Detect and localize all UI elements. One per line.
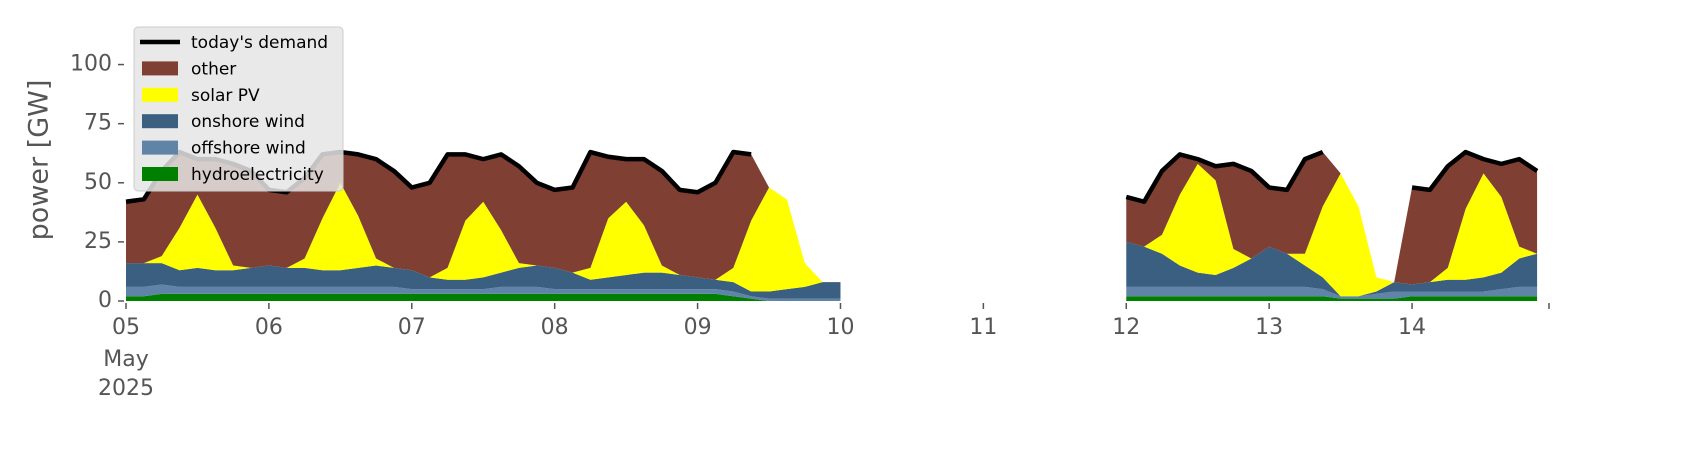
x-tick-label: 05	[112, 315, 140, 340]
legend-swatch	[142, 140, 178, 155]
area	[1126, 163, 1538, 297]
x-tick-label: 13	[1255, 315, 1283, 340]
legend-label: onshore wind	[191, 112, 305, 132]
x-tick-label: 09	[684, 315, 712, 340]
legend-label: today's demand	[191, 33, 328, 53]
area	[126, 263, 841, 299]
legend: today's demand other solar PV onshore wind o…	[133, 26, 344, 192]
area	[126, 293, 841, 301]
legend-label: solar PV	[191, 86, 260, 106]
area	[1126, 241, 1538, 297]
x-tick-label: 06	[255, 315, 283, 340]
x-tick-label: 14	[1398, 315, 1426, 340]
area	[126, 182, 841, 292]
legend-label: other	[191, 59, 236, 79]
demand-line	[1125, 149, 1324, 204]
x-tick-label: 07	[398, 315, 426, 340]
demand-line	[1411, 149, 1539, 193]
legend-swatch	[142, 61, 178, 76]
area	[1126, 296, 1538, 301]
x-tick-label: 11	[969, 315, 997, 340]
x-tick-label: 08	[541, 315, 569, 340]
y-tick-label: 75	[84, 111, 112, 136]
y-tick-label: 25	[84, 229, 112, 254]
y-axis-label: power [GW]	[24, 80, 55, 241]
area	[1126, 286, 1538, 299]
legend-label: hydroelectricity	[191, 165, 324, 185]
legend-swatch	[142, 114, 178, 129]
legend-box	[133, 26, 344, 192]
x-tick-year: 2025	[98, 376, 154, 401]
axes: 0 25 50 75 100 05 May 2025 06 07 08 09 10 11 12 13 14	[70, 52, 1550, 401]
y-tick-label: 100	[70, 52, 112, 77]
legend-swatch	[142, 167, 178, 181]
y-tick-label: 0	[98, 288, 112, 313]
x-tick-label: 10	[826, 315, 854, 340]
legend-swatch	[142, 87, 178, 102]
legend-label: offshore wind	[191, 139, 306, 159]
y-tick-label: 50	[84, 170, 112, 195]
x-tick-label: 12	[1112, 315, 1140, 340]
x-tick-month: May	[103, 347, 148, 372]
area	[126, 284, 841, 301]
